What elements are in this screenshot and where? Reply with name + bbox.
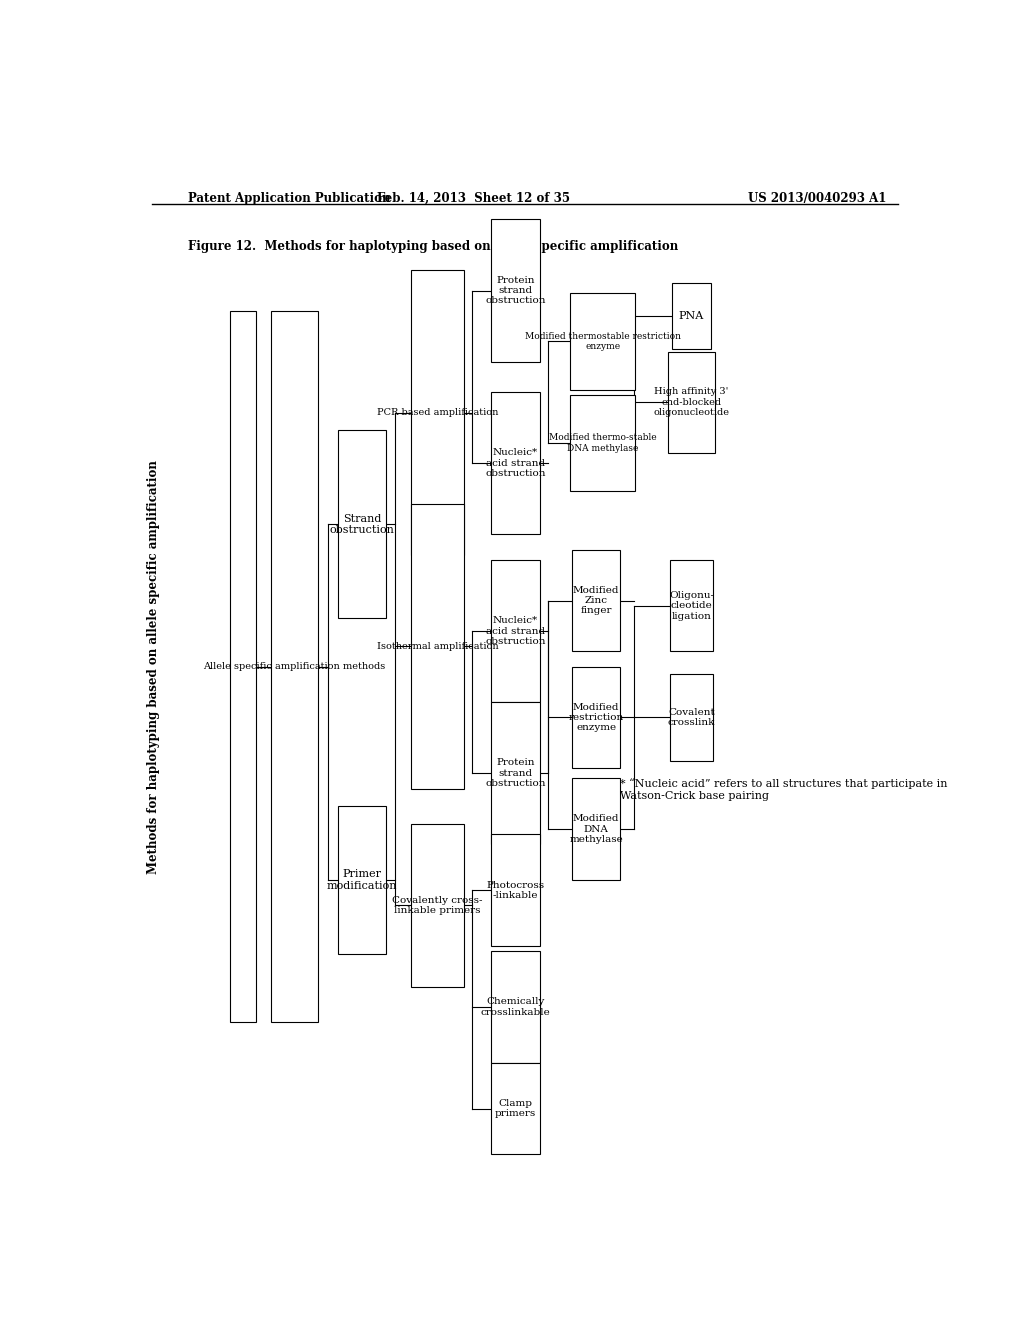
Text: Modified
Zinc
finger: Modified Zinc finger: [573, 586, 620, 615]
FancyBboxPatch shape: [572, 667, 620, 768]
FancyBboxPatch shape: [490, 952, 540, 1063]
FancyBboxPatch shape: [668, 351, 715, 453]
Text: Methods for haplotyping based on allele specific amplification: Methods for haplotyping based on allele …: [146, 459, 160, 874]
Text: Protein
strand
obstruction: Protein strand obstruction: [485, 759, 546, 788]
Text: Covalently cross-
linkable primers: Covalently cross- linkable primers: [392, 896, 482, 915]
Text: Strand
obstruction: Strand obstruction: [330, 513, 394, 535]
Text: Allele specific amplification methods: Allele specific amplification methods: [204, 663, 386, 671]
Text: Modified thermostable restriction
enzyme: Modified thermostable restriction enzyme: [524, 331, 681, 351]
Text: * “Nucleic acid” refers to all structures that participate in
Watson-Crick base : * “Nucleic acid” refers to all structure…: [620, 779, 947, 801]
Text: Modified thermo-stable
DNA methylase: Modified thermo-stable DNA methylase: [549, 433, 656, 453]
Text: High affinity 3'
end-blocked
oligonucleotide: High affinity 3' end-blocked oligonucleo…: [653, 388, 729, 417]
Text: Primer
modification: Primer modification: [327, 870, 397, 891]
Text: Modified
DNA
methylase: Modified DNA methylase: [569, 814, 623, 843]
FancyBboxPatch shape: [230, 312, 256, 1022]
FancyBboxPatch shape: [670, 560, 714, 651]
FancyBboxPatch shape: [411, 271, 465, 554]
FancyBboxPatch shape: [572, 549, 620, 651]
FancyBboxPatch shape: [490, 392, 540, 535]
FancyBboxPatch shape: [490, 560, 540, 702]
FancyBboxPatch shape: [570, 395, 635, 491]
FancyBboxPatch shape: [338, 807, 386, 954]
Text: Figure 12.  Methods for haplotyping based on allele specific amplification: Figure 12. Methods for haplotyping based…: [187, 240, 678, 252]
Text: Chemically
crosslinkable: Chemically crosslinkable: [480, 998, 550, 1016]
Text: Isothermal amplification: Isothermal amplification: [377, 642, 499, 651]
Text: Clamp
primers: Clamp primers: [495, 1100, 536, 1118]
Text: Feb. 14, 2013  Sheet 12 of 35: Feb. 14, 2013 Sheet 12 of 35: [377, 191, 569, 205]
FancyBboxPatch shape: [270, 312, 318, 1022]
FancyBboxPatch shape: [490, 702, 540, 845]
Text: Patent Application Publication: Patent Application Publication: [187, 191, 390, 205]
Text: Modified
restriction
enzyme: Modified restriction enzyme: [568, 702, 624, 733]
Text: Nucleic*
acid strand
obstruction: Nucleic* acid strand obstruction: [485, 616, 546, 645]
Text: US 2013/0040293 A1: US 2013/0040293 A1: [748, 191, 886, 205]
Text: Photocross
-linkable: Photocross -linkable: [486, 880, 545, 900]
Text: Protein
strand
obstruction: Protein strand obstruction: [485, 276, 546, 305]
Text: PNA: PNA: [679, 312, 705, 321]
FancyBboxPatch shape: [570, 293, 635, 389]
Text: Oligonu-
cleotide
ligation: Oligonu- cleotide ligation: [669, 591, 714, 620]
FancyBboxPatch shape: [490, 834, 540, 946]
FancyBboxPatch shape: [411, 824, 465, 987]
FancyBboxPatch shape: [490, 219, 540, 362]
Text: Covalent
crosslink: Covalent crosslink: [668, 708, 715, 727]
FancyBboxPatch shape: [670, 675, 714, 760]
FancyBboxPatch shape: [490, 1063, 540, 1155]
FancyBboxPatch shape: [572, 779, 620, 880]
FancyBboxPatch shape: [338, 430, 386, 618]
Text: Nucleic*
acid strand
obstruction: Nucleic* acid strand obstruction: [485, 449, 546, 478]
Text: PCR based amplification: PCR based amplification: [377, 408, 499, 417]
FancyBboxPatch shape: [673, 282, 711, 348]
FancyBboxPatch shape: [411, 504, 465, 788]
